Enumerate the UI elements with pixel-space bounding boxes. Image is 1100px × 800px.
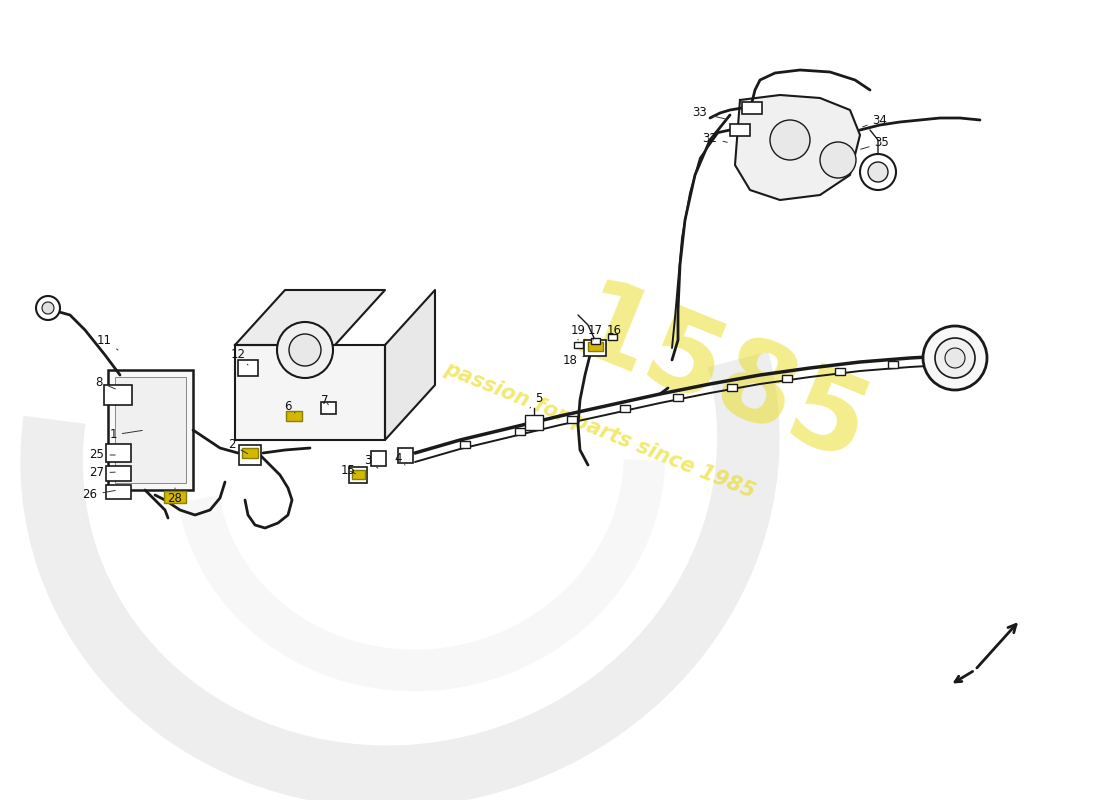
Circle shape	[945, 348, 965, 368]
Text: 17: 17	[587, 323, 603, 340]
Circle shape	[860, 154, 896, 190]
Text: 19: 19	[571, 323, 585, 340]
Bar	[742, 102, 762, 114]
Bar	[607, 334, 616, 340]
Circle shape	[868, 162, 888, 182]
Circle shape	[770, 120, 810, 160]
Text: 4: 4	[394, 451, 405, 465]
Bar	[782, 374, 792, 382]
Bar	[888, 361, 898, 367]
Bar	[835, 367, 845, 374]
Bar	[242, 448, 258, 458]
Bar	[349, 467, 367, 483]
Circle shape	[935, 338, 975, 378]
Text: 18: 18	[562, 354, 587, 366]
Text: 3: 3	[364, 454, 378, 468]
Bar	[106, 485, 131, 499]
Circle shape	[36, 296, 60, 320]
Text: 33: 33	[693, 106, 727, 119]
Bar	[591, 338, 600, 344]
Text: 16: 16	[606, 323, 621, 340]
Bar	[587, 342, 603, 350]
Text: 15: 15	[341, 463, 355, 477]
Bar	[397, 447, 412, 462]
Circle shape	[277, 322, 333, 378]
Bar	[106, 466, 131, 481]
Circle shape	[820, 142, 856, 178]
Polygon shape	[385, 290, 435, 440]
Bar	[352, 470, 364, 478]
Bar	[673, 394, 683, 401]
Text: 2: 2	[229, 438, 248, 454]
Bar	[730, 124, 750, 136]
Bar	[108, 370, 192, 490]
Bar	[371, 450, 385, 466]
Text: 35: 35	[860, 137, 890, 150]
Bar	[239, 445, 261, 465]
Bar	[320, 402, 336, 414]
Bar	[620, 405, 630, 411]
Circle shape	[289, 334, 321, 366]
Bar	[106, 444, 131, 462]
Text: 7: 7	[321, 394, 329, 406]
Text: 32: 32	[703, 131, 727, 145]
Text: 5: 5	[530, 391, 542, 408]
Text: 25: 25	[89, 449, 116, 462]
Bar	[238, 360, 258, 376]
Bar	[164, 491, 186, 503]
Bar	[573, 342, 583, 348]
Bar	[460, 441, 470, 447]
Text: 1585: 1585	[557, 273, 883, 487]
Text: 28: 28	[167, 488, 183, 505]
Text: 6: 6	[284, 401, 295, 414]
Bar	[114, 377, 186, 483]
Text: 8: 8	[96, 375, 115, 389]
Bar	[566, 415, 578, 422]
Circle shape	[923, 326, 987, 390]
Bar	[525, 414, 543, 430]
Text: 27: 27	[89, 466, 116, 479]
Text: 12: 12	[231, 349, 248, 365]
Bar	[515, 427, 525, 434]
Text: 1: 1	[109, 429, 142, 442]
Text: 26: 26	[82, 489, 116, 502]
Polygon shape	[735, 95, 860, 200]
Polygon shape	[235, 345, 385, 440]
Bar	[727, 383, 737, 390]
Bar	[104, 385, 132, 405]
Bar	[286, 411, 302, 421]
Text: 11: 11	[97, 334, 118, 350]
Text: passion for parts since 1985: passion for parts since 1985	[441, 358, 758, 502]
Polygon shape	[235, 290, 385, 345]
Circle shape	[42, 302, 54, 314]
Text: 34: 34	[862, 114, 888, 127]
Bar	[584, 340, 606, 356]
